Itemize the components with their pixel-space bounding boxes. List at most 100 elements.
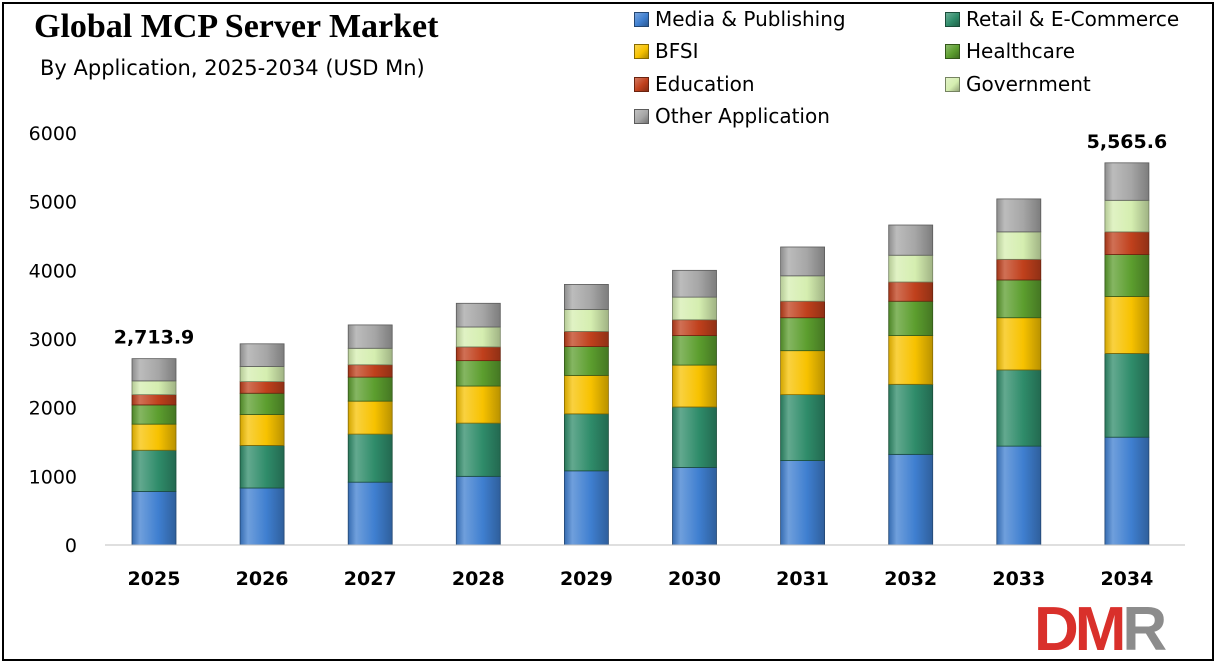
bar-2026-bfsi <box>239 414 285 446</box>
legend-swatch <box>945 76 960 92</box>
bar-2033-media-publishing <box>996 445 1042 546</box>
y-axis: 0 1000 2000 3000 4000 5000 6000 <box>29 123 77 557</box>
bar-2032-other-application <box>888 224 934 256</box>
bar-2027-media-publishing <box>347 481 393 546</box>
bar-2027-retail-e-commerce <box>347 433 393 483</box>
bar-2031-other-application <box>780 246 825 277</box>
x-tick-label: 2030 <box>668 568 721 590</box>
bar-2030-government <box>672 296 717 321</box>
legend-item-government: Government <box>945 71 1091 97</box>
bar-2034-media-publishing <box>1104 436 1150 546</box>
legend-label: BFSI <box>655 39 699 63</box>
x-tick-label: 2029 <box>560 568 613 590</box>
x-tick-label: 2033 <box>992 568 1045 590</box>
bar-2034-bfsi <box>1104 296 1150 354</box>
bar-2032-retail-e-commerce <box>888 383 934 455</box>
y-tick-label: 3000 <box>29 329 77 351</box>
bar-2025-media-publishing <box>131 491 177 546</box>
bar-2033-healthcare <box>996 279 1042 319</box>
bar-2029-education <box>564 331 609 347</box>
bar-2027-bfsi <box>347 400 393 435</box>
x-axis: 2025 2026 2027 2028 2029 2030 2031 2032 2033 2034 <box>105 544 1185 590</box>
bar-2027-other-application <box>347 324 393 349</box>
y-tick-label: 5000 <box>29 192 77 214</box>
bar-2030-other-application <box>672 269 717 298</box>
bar-2033-education <box>996 258 1042 281</box>
bar-2026-healthcare <box>239 392 285 415</box>
legend-swatch <box>634 43 649 59</box>
annotations: 2,713.9 5,565.6 <box>114 131 1167 349</box>
logo-text: DMR <box>1034 600 1166 656</box>
bar-2031-healthcare <box>780 317 825 352</box>
bar-2034-healthcare <box>1104 254 1150 297</box>
bar-2028-government <box>455 326 501 348</box>
bar-2026-retail-e-commerce <box>239 445 285 489</box>
total-label-2034: 5,565.6 <box>1087 131 1168 153</box>
legend-swatch <box>634 11 649 27</box>
bar-2027-government <box>347 347 393 366</box>
bar-2033-other-application <box>996 198 1042 233</box>
bar-2031-bfsi <box>780 350 825 396</box>
legend-swatch <box>634 108 649 124</box>
bar-2030-bfsi <box>672 364 717 408</box>
legend-swatch <box>634 76 649 92</box>
bar-2029-media-publishing <box>564 470 609 546</box>
bar-2030-healthcare <box>672 335 717 366</box>
bar-2026-media-publishing <box>239 487 285 546</box>
bar-2034-government <box>1104 199 1150 233</box>
bar-2033-bfsi <box>996 317 1042 371</box>
legend-item-other-application: Other Application <box>634 103 830 129</box>
y-tick-label: 2000 <box>29 398 77 420</box>
bar-2034-retail-e-commerce <box>1104 353 1150 438</box>
bar-2028-education <box>455 346 501 362</box>
bar-2025-government <box>131 380 177 396</box>
bar-2025-retail-e-commerce <box>131 449 177 492</box>
bar-2025-education <box>131 394 177 406</box>
x-tick-label: 2032 <box>884 568 937 590</box>
bar-2026-other-application <box>239 343 285 367</box>
bar-2034-education <box>1104 231 1150 255</box>
bar-2030-education <box>672 319 717 336</box>
bar-2028-healthcare <box>455 360 501 387</box>
bar-2028-media-publishing <box>455 475 501 546</box>
bar-2032-education <box>888 281 934 302</box>
bar-2030-retail-e-commerce <box>672 406 717 468</box>
bar-2028-retail-e-commerce <box>455 422 501 477</box>
bar-2032-government <box>888 254 934 283</box>
bar-2031-government <box>780 275 825 302</box>
chart-title: Global MCP Server Market <box>34 8 439 45</box>
bar-2032-media-publishing <box>888 453 934 546</box>
legend-item-retail-e-commerce: Retail & E-Commerce <box>945 6 1179 32</box>
x-tick-label: 2031 <box>776 568 829 590</box>
bar-2027-healthcare <box>347 376 393 402</box>
legend-item-education: Education <box>634 71 755 97</box>
legend-label: Other Application <box>655 104 830 128</box>
y-tick-label: 6000 <box>29 123 77 145</box>
legend-label: Education <box>655 72 755 96</box>
bar-2025-bfsi <box>131 423 177 451</box>
bar-2028-other-application <box>455 302 501 328</box>
dmr-logo: DMR <box>1034 600 1170 656</box>
total-label-2025: 2,713.9 <box>114 327 195 349</box>
legend-label: Retail & E-Commerce <box>966 7 1180 31</box>
legend-label: Media & Publishing <box>655 7 846 31</box>
bar-2031-retail-e-commerce <box>780 394 825 461</box>
legend-swatch <box>945 11 960 27</box>
bars <box>131 162 1150 546</box>
bar-2029-bfsi <box>564 374 609 415</box>
bar-2033-government <box>996 231 1042 260</box>
bar-2026-government <box>239 366 285 382</box>
bar-2030-media-publishing <box>672 467 717 546</box>
bar-2031-education <box>780 300 825 319</box>
legend-item-media-publishing: Media & Publishing <box>634 6 846 32</box>
y-tick-label: 1000 <box>29 466 77 488</box>
x-tick-label: 2034 <box>1100 568 1153 590</box>
legend-item-bfsi: BFSI <box>634 38 698 64</box>
bar-2032-healthcare <box>888 300 934 336</box>
y-tick-label: 0 <box>65 535 77 557</box>
x-tick-label: 2025 <box>128 568 181 590</box>
bar-2034-other-application <box>1104 162 1150 201</box>
legend-label: Government <box>966 72 1091 96</box>
bar-2029-healthcare <box>564 346 609 376</box>
bar-2032-bfsi <box>888 335 934 385</box>
